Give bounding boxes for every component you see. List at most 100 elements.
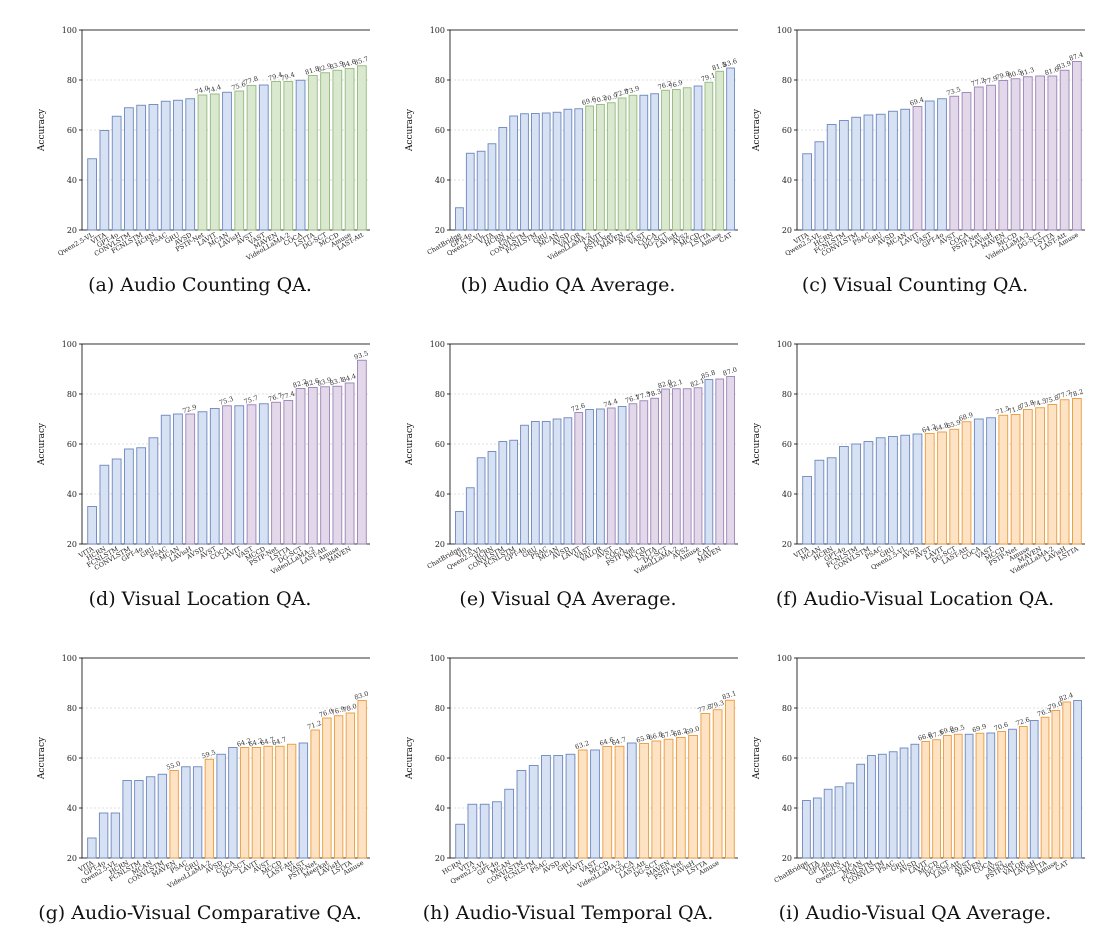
y-tick-label: 60 [67,754,77,763]
bar [552,111,562,231]
bar [814,141,825,231]
y-axis-label: Accuracy [752,108,762,152]
bar [465,487,475,545]
bar [295,388,306,545]
bar [867,755,876,859]
bar [98,812,109,859]
bar-value-label: 71.2 [306,719,322,731]
y-tick-label: 100 [430,26,445,35]
bar [228,747,238,859]
bar [246,404,257,545]
y-tick-label: 80 [67,704,77,713]
bar [986,732,996,859]
bar [504,788,515,859]
bar [639,94,649,231]
bar [845,782,855,859]
bar [192,766,203,859]
bar [476,150,486,231]
bar [286,743,297,859]
bar-value-label: 74.4 [603,397,619,409]
bar [826,124,837,231]
bar [136,447,147,545]
y-tick-label: 20 [782,540,792,549]
bar [986,417,996,545]
bar-value-label: 72.6 [570,402,586,414]
bar [124,107,134,231]
bar [943,735,952,859]
y-tick-label: 80 [67,76,77,85]
subfigure-caption: (h) Audio-Visual Temporal QA. [422,902,714,924]
y-tick-label: 100 [777,340,792,349]
x-tick-label: CAT [718,230,734,244]
bar [320,386,330,545]
bar [298,742,309,859]
bar [626,742,637,859]
bar [344,68,355,231]
y-axis-label: Accuracy [405,736,415,780]
bar [530,113,540,231]
y-tick-label: 40 [782,176,792,185]
bar [492,801,502,859]
bar [671,388,681,545]
bar [148,104,159,231]
bar [814,459,825,545]
bar-value-label: 63.2 [574,739,590,751]
bar [283,400,294,545]
bar [661,89,670,231]
bar-value-label: 73.5 [946,85,962,97]
y-tick-label: 60 [435,440,445,449]
bar-value-label: 69.4 [909,96,925,108]
bar [924,100,935,231]
bar [455,207,464,231]
bar [87,506,97,545]
bar [964,733,974,859]
bar-value-label: 77.8 [243,75,259,87]
bar [136,104,147,231]
bar [234,90,245,231]
y-tick-label: 80 [435,390,445,399]
bar [465,152,475,231]
bar-value-label: 64.7 [611,735,627,747]
bar-value-label: 78.0 [342,702,358,714]
bar [932,739,941,859]
bar [148,437,159,545]
bar [1047,404,1058,545]
bar [295,79,306,231]
bar [1062,701,1072,859]
y-tick-label: 80 [782,704,792,713]
y-tick-label: 100 [430,340,445,349]
chart-svg-a: 20406080100AccuracyQwen2.5-VLVITAGPT-4oC… [37,26,370,263]
bar [715,378,725,545]
bar [651,740,662,859]
y-tick-label: 100 [777,26,792,35]
bar [307,387,318,545]
bar [99,464,110,545]
y-tick-label: 40 [67,176,77,185]
bar [671,89,681,231]
chart-svg-c: 20406080100AccuracyVITAQwen2.5-VLHCRNFCN… [752,26,1085,263]
y-tick-label: 40 [435,490,445,499]
bar [812,797,822,859]
y-tick-label: 20 [782,226,792,235]
bar [606,407,616,545]
x-tick-label: CAT [1054,858,1070,872]
y-tick-label: 60 [67,440,77,449]
chart-panel-a: 20 40 60 80 100 Accuracy Qwen2.5-VL VITA GPT-4o C… [30,10,370,310]
bar [823,788,833,859]
bar [357,65,367,231]
y-tick-label: 20 [435,226,445,235]
bar [563,108,573,231]
bar [487,451,497,545]
bar [1073,700,1082,859]
bar [726,67,735,231]
y-axis-label: Accuracy [37,108,47,152]
bar [856,763,866,859]
bar [99,130,110,231]
bar [875,437,886,545]
bar [271,81,281,231]
bar [712,709,723,859]
y-tick-label: 100 [430,654,445,663]
bar [839,446,849,545]
bar [900,108,911,231]
bar-value-label: 77.4 [280,390,296,402]
